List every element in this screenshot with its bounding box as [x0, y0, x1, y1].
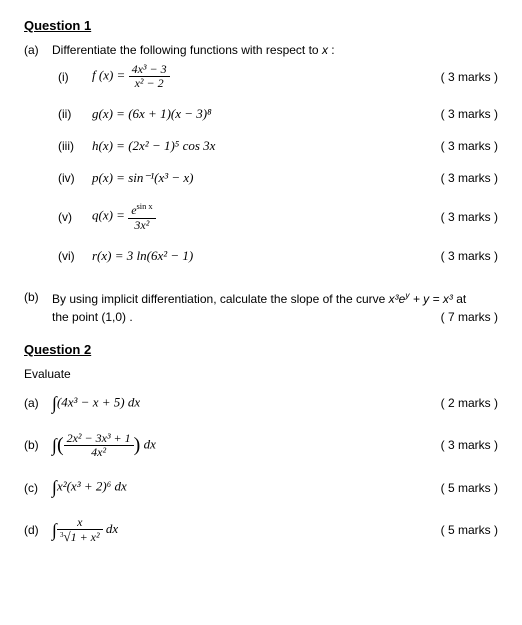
- item-label: (a): [24, 396, 52, 410]
- item-label: (v): [52, 210, 92, 224]
- formula-int-b: ∫(2x² − 3x³ + 14x²) dx: [52, 432, 408, 459]
- marks: ( 3 marks ): [408, 210, 498, 224]
- q1-part-a: (a) Differentiate the following function…: [24, 43, 498, 280]
- q1b-line1: By using implicit differentiation, calcu…: [52, 290, 498, 306]
- q1b-line2: the point (1,0) . ( 7 marks ): [52, 310, 498, 324]
- b-text3: the point: [52, 310, 101, 324]
- marks: ( 3 marks ): [408, 70, 498, 84]
- int-d-dx: dx: [103, 521, 119, 536]
- q1a-item-iv: (iv) p(x) = sin⁻¹(x³ − x) ( 3 marks ): [52, 170, 498, 186]
- b-point: (1,0): [101, 310, 126, 324]
- formula-r: r(x) = 3 ln(6x² − 1): [92, 248, 408, 264]
- q2-item-a: (a) ∫(4x³ − x + 5) dx ( 2 marks ): [24, 393, 498, 414]
- question-1-heading: Question 1: [24, 18, 498, 33]
- q1a-item-ii: (ii) g(x) = (6x + 1)(x − 3)⁸ ( 3 marks ): [52, 106, 498, 122]
- q2-item-d: (d) ∫x3√1 + x² dx ( 5 marks ): [24, 516, 498, 544]
- marks: ( 3 marks ): [408, 171, 498, 185]
- q2-item-c: (c) ∫x²(x³ + 2)⁶ dx ( 5 marks ): [24, 477, 498, 498]
- formula-int-a: ∫(4x³ − x + 5) dx: [52, 393, 408, 414]
- q1a-item-vi: (vi) r(x) = 3 ln(6x² − 1) ( 3 marks ): [52, 248, 498, 264]
- f-num: 4x³ − 3: [129, 63, 170, 77]
- intro-colon: :: [328, 43, 335, 57]
- int-c-body: x²(x³ + 2)⁶ dx: [57, 479, 127, 494]
- b-text2: at: [453, 292, 466, 306]
- formula-p: p(x) = sin⁻¹(x³ − x): [92, 170, 408, 186]
- formula-f: f (x) = 4x³ − 3x² − 2: [92, 63, 408, 90]
- int-d-num: x: [57, 516, 103, 530]
- question-2-heading: Question 2: [24, 342, 498, 357]
- formula-g: g(x) = (6x + 1)(x − 3)⁸: [92, 106, 408, 122]
- q1a-item-iii: (iii) h(x) = (2x² − 1)⁵ cos 3x ( 3 marks…: [52, 138, 498, 154]
- marks: ( 3 marks ): [408, 139, 498, 153]
- b-text1: By using implicit differentiation, calcu…: [52, 292, 389, 306]
- marks: ( 7 marks ): [408, 310, 498, 324]
- b-expr-left: x³e: [389, 292, 406, 306]
- int-b-num: 2x² − 3x³ + 1: [64, 432, 134, 446]
- marks: ( 5 marks ): [408, 481, 498, 495]
- q-den: 3x²: [128, 219, 155, 232]
- item-label: (c): [24, 481, 52, 495]
- b-period: .: [126, 310, 133, 324]
- b-expr-mid: + y = x³: [410, 292, 453, 306]
- formula-int-c: ∫x²(x³ + 2)⁶ dx: [52, 477, 408, 498]
- f-den: x² − 2: [129, 77, 170, 90]
- part-a-label: (a): [24, 43, 52, 57]
- part-b-label: (b): [24, 290, 52, 304]
- formula-int-d: ∫x3√1 + x² dx: [52, 516, 408, 544]
- int-d-root: 1 + x²: [71, 529, 100, 544]
- q2-item-b: (b) ∫(2x² − 3x³ + 14x²) dx ( 3 marks ): [24, 432, 498, 459]
- item-label: (d): [24, 523, 52, 537]
- item-label: (iv): [52, 171, 92, 185]
- q-sup: sin x: [137, 202, 153, 211]
- q1-part-b: (b) By using implicit differentiation, c…: [24, 290, 498, 324]
- item-label: (vi): [52, 249, 92, 263]
- f-lhs: f (x) =: [92, 68, 129, 83]
- marks: ( 3 marks ): [408, 249, 498, 263]
- intro-text: Differentiate the following functions wi…: [52, 43, 322, 57]
- int-a-body: (4x³ − x + 5) dx: [57, 394, 140, 409]
- int-b-dx: dx: [140, 436, 156, 451]
- int-b-den: 4x²: [64, 446, 134, 459]
- q1a-item-i: (i) f (x) = 4x³ − 3x² − 2 ( 3 marks ): [52, 63, 498, 90]
- marks: ( 3 marks ): [408, 107, 498, 121]
- item-label: (iii): [52, 139, 92, 153]
- marks: ( 2 marks ): [408, 396, 498, 410]
- item-label: (ii): [52, 107, 92, 121]
- marks: ( 5 marks ): [408, 523, 498, 537]
- q-lhs: q(x) =: [92, 208, 128, 223]
- q2-evaluate: Evaluate: [24, 367, 498, 381]
- q1a-item-v: (v) q(x) = esin x3x² ( 3 marks ): [52, 202, 498, 231]
- item-label: (b): [24, 438, 52, 452]
- formula-h: h(x) = (2x² − 1)⁵ cos 3x: [92, 138, 408, 154]
- item-label: (i): [52, 70, 92, 84]
- formula-q: q(x) = esin x3x²: [92, 202, 408, 231]
- q1a-intro: Differentiate the following functions wi…: [52, 43, 498, 57]
- marks: ( 3 marks ): [408, 438, 498, 452]
